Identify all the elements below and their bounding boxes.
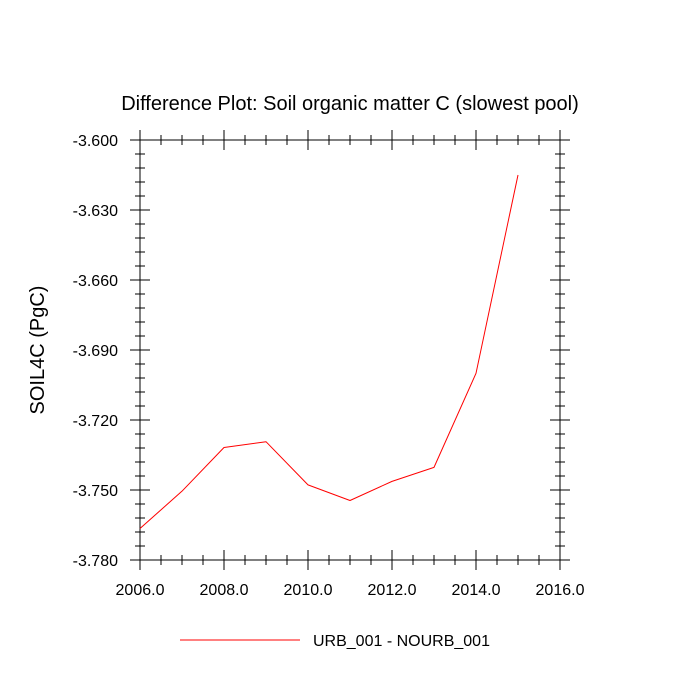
x-tick-label: 2014.0 [452, 582, 501, 599]
x-tick-label: 2006.0 [116, 582, 165, 599]
y-axis-label: SOIL4C (PgC) [27, 286, 49, 415]
y-tick-label: -3.630 [73, 203, 118, 220]
x-tick-label: 2016.0 [536, 582, 585, 599]
x-tick-label: 2012.0 [368, 582, 417, 599]
y-tick-label: -3.660 [73, 273, 118, 290]
y-tick-label: -3.720 [73, 413, 118, 430]
x-tick-label: 2010.0 [284, 582, 333, 599]
y-tick-label: -3.750 [73, 483, 118, 500]
series-line-1 [139, 174, 519, 529]
x-tick-label: 2008.0 [200, 582, 249, 599]
tick-labels-layer: 2006.0 2008.0 2010.0 2012.0 2014.0 2016.0 -3.6… [73, 133, 585, 599]
y-tick-label: -3.780 [73, 553, 118, 570]
ticks-layer [130, 130, 570, 570]
series-layer [139, 174, 519, 529]
chart-title: Difference Plot: Soil organic matter C (… [121, 93, 579, 115]
plot-frame [139, 139, 561, 561]
legend: URB_001 - NOURB_001 [180, 633, 490, 650]
legend-label: URB_001 - NOURB_001 [313, 633, 490, 650]
y-tick-label: -3.690 [73, 343, 118, 360]
y-tick-label: -3.600 [73, 133, 118, 150]
